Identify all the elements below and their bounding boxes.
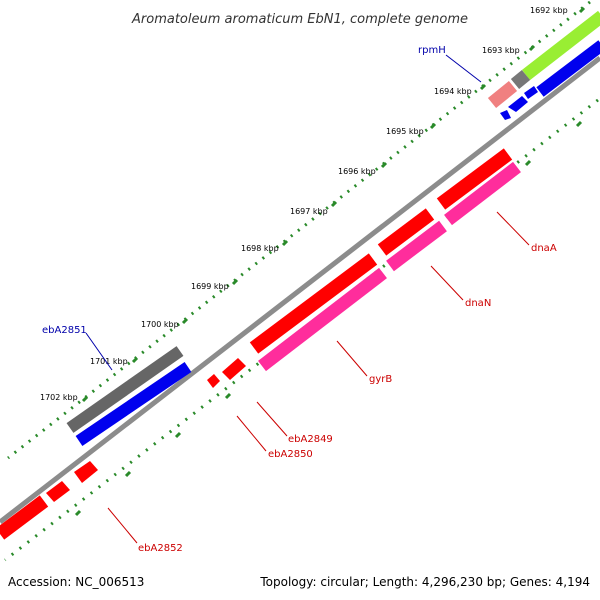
- dnaN-pink-cds: [386, 220, 447, 272]
- tick-label: 1696 kbp: [338, 167, 376, 176]
- dnaN-leader: [430, 265, 464, 301]
- gene-label-ebA2850: ebA2850: [268, 449, 313, 460]
- outer-major-tick: [81, 395, 89, 403]
- gene-label-gyrB: gyrB: [369, 374, 392, 385]
- ebA2852-leader: [107, 507, 138, 544]
- tick-label: 1694 kbp: [434, 87, 472, 96]
- outer-major-tick: [479, 83, 487, 91]
- outer-major-tick: [429, 122, 437, 130]
- ebA2852-arrow: [74, 461, 98, 483]
- gyrB-cds: [249, 253, 378, 354]
- tick-label: 1700 kbp: [141, 320, 179, 329]
- ebA2849-leader: [256, 401, 288, 437]
- tick-label: 1693 kbp: [482, 46, 520, 55]
- tick-label: 1702 kbp: [40, 393, 78, 402]
- gene-label-ebA2849: ebA2849: [288, 434, 333, 445]
- tick-label: 1699 kbp: [191, 282, 229, 291]
- tick-label: 1695 kbp: [386, 127, 424, 136]
- outer-major-tick: [181, 317, 189, 325]
- ebA2849-arrow: [222, 358, 246, 380]
- blue-feature: [536, 40, 600, 97]
- outer-major-tick: [380, 161, 388, 169]
- inner-major-tick: [524, 159, 532, 167]
- blue-arrow-gene: [500, 110, 511, 120]
- inner-major-tick: [124, 470, 132, 478]
- ebA2851-gray-feature: [66, 346, 184, 433]
- salmon-feature: [487, 80, 518, 109]
- outer-major-tick: [281, 239, 289, 247]
- gene-label-ebA2852: ebA2852: [138, 543, 183, 554]
- dnaA-leader: [496, 211, 530, 246]
- ebA2850-leader: [236, 415, 267, 452]
- pink-cds-track: [258, 161, 521, 372]
- rpmH-leader: [445, 54, 482, 83]
- ebA2851-blue-feature: [75, 362, 192, 446]
- outer-major-tick: [231, 278, 239, 286]
- inner-major-tick: [74, 509, 82, 517]
- map-title: Aromatoleum aromaticum EbN1, complete ge…: [131, 12, 468, 27]
- genome-summary-text: Topology: circular; Length: 4,296,230 bp…: [259, 575, 590, 589]
- inner-major-tick: [174, 431, 182, 439]
- gyrB-pink-cds: [258, 267, 387, 372]
- green-feature: [522, 10, 600, 81]
- ebA2852-arrow: [46, 481, 70, 502]
- dnaA-pink-cds: [444, 161, 521, 226]
- gene-label-dnaN: dnaN: [465, 298, 491, 309]
- outer-major-tick: [528, 44, 536, 52]
- inner-major-tick: [224, 392, 232, 400]
- outer-major-tick: [578, 6, 586, 14]
- inner-major-tick: [575, 120, 583, 128]
- tick-label: 1698 kbp: [241, 244, 279, 253]
- tick-label: 1701 kbp: [90, 357, 128, 366]
- outer-major-ticks: [81, 6, 586, 403]
- red-cds-track: [0, 148, 513, 540]
- blue-arrow-gene: [524, 86, 538, 99]
- gene-label-rpmH: rpmH: [418, 45, 446, 56]
- outer-major-tick: [330, 200, 338, 208]
- tick-label: 1697 kbp: [290, 207, 328, 216]
- gyrB-leader: [336, 340, 368, 377]
- cds-segment: [377, 208, 435, 256]
- gene-label-ebA2851: ebA2851: [42, 325, 87, 336]
- outer-tick-ring: [7, 0, 591, 460]
- genome-backbone: [0, 56, 600, 524]
- ebA2851-leader: [85, 332, 113, 371]
- ebA2850-arrow: [207, 374, 220, 388]
- tick-label: 1692 kbp: [530, 6, 568, 15]
- blue-arrow-gene: [508, 96, 528, 112]
- gene-label-dnaA: dnaA: [531, 243, 557, 254]
- dnaA-cds: [436, 148, 513, 210]
- accession-text: Accession: NC_006513: [8, 575, 144, 589]
- top-right-features: [487, 10, 600, 120]
- gray-feature: [510, 69, 531, 90]
- cds-segment: [0, 495, 49, 540]
- outer-major-tick: [131, 356, 139, 364]
